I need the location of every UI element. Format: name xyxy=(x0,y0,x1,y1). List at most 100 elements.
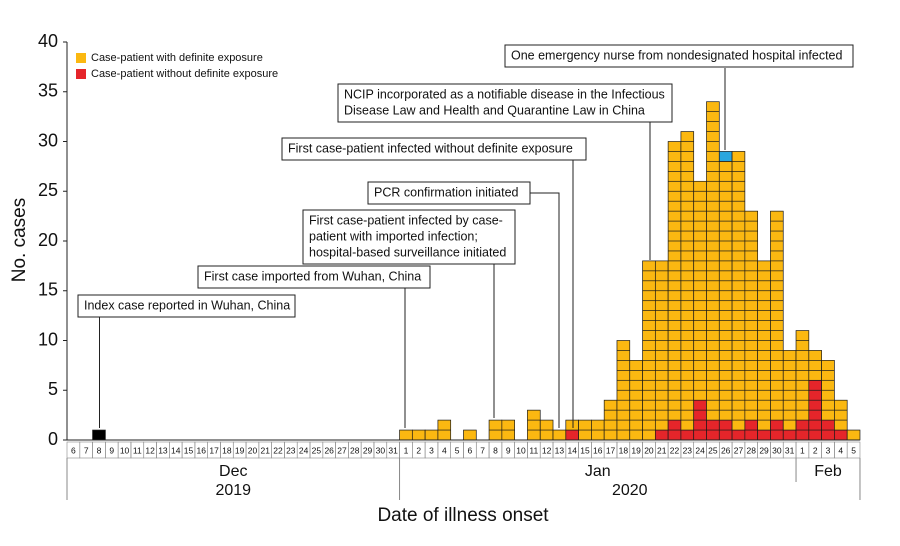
annotation-box xyxy=(367,181,531,205)
annotation-box xyxy=(77,294,296,318)
x-tick-label: 24 xyxy=(695,445,705,455)
annotation-text: patient with imported infection; xyxy=(309,229,478,243)
bar-segment xyxy=(680,429,695,441)
annotation-text: First case imported from Wuhan, China xyxy=(204,269,421,283)
legend-swatch xyxy=(76,69,86,79)
bar-segment xyxy=(527,409,541,441)
annotation-box xyxy=(337,83,673,123)
annotation-text: One emergency nurse from nondesignated h… xyxy=(511,48,842,62)
x-tick-label: 12 xyxy=(542,445,552,455)
bar-segment xyxy=(565,429,579,441)
x-tick-label: 28 xyxy=(350,445,360,455)
bar-segment xyxy=(463,429,477,441)
annotation-leader xyxy=(530,192,560,428)
month-label: Dec xyxy=(219,463,247,480)
legend-label: Case-patient without definite exposure xyxy=(91,68,278,80)
x-tick-label: 7 xyxy=(480,445,485,455)
x-tick-label: 18 xyxy=(619,445,629,455)
bar-segment xyxy=(565,419,579,431)
x-tick-label: 5 xyxy=(455,445,460,455)
bar-segment xyxy=(744,210,759,421)
x-tick-label: 10 xyxy=(120,445,130,455)
x-tick-label: 6 xyxy=(468,445,473,455)
x-tick-label: 8 xyxy=(493,445,498,455)
bar-segment xyxy=(795,330,810,421)
x-tick-label: 21 xyxy=(657,445,667,455)
x-tick-label: 25 xyxy=(312,445,322,455)
bar-segment xyxy=(552,429,567,441)
x-tick-label: 9 xyxy=(109,445,114,455)
annotation-text: PCR confirmation initiated xyxy=(374,185,519,199)
x-tick-label: 20 xyxy=(248,445,258,455)
x-tick-label: 21 xyxy=(261,445,271,455)
y-tick-label: 30 xyxy=(38,130,58,150)
x-tick-label: 22 xyxy=(670,445,680,455)
x-tick-label: 9 xyxy=(506,445,511,455)
annotation-text: Index case reported in Wuhan, China xyxy=(84,298,290,312)
x-tick-label: 29 xyxy=(759,445,769,455)
annotation-box xyxy=(504,44,854,68)
bar-segment xyxy=(654,260,669,431)
x-tick-label: 28 xyxy=(747,445,757,455)
bar-segment xyxy=(424,429,439,441)
x-tick-label: 19 xyxy=(235,445,245,455)
x-tick-label: 4 xyxy=(838,445,843,455)
annotation-box xyxy=(302,209,516,265)
x-tick-label: 29 xyxy=(363,445,373,455)
y-tick-label: 20 xyxy=(38,230,58,250)
x-tick-label: 15 xyxy=(184,445,194,455)
x-tick-label: 8 xyxy=(97,445,102,455)
y-tick-label: 40 xyxy=(38,31,58,51)
x-tick-label: 27 xyxy=(337,445,347,455)
bar-segment xyxy=(757,260,771,431)
x-tick-label: 18 xyxy=(222,445,232,455)
x-tick-label: 13 xyxy=(158,445,168,455)
x-tick-label: 14 xyxy=(171,445,181,455)
annotation-box xyxy=(281,137,587,161)
x-tick-label: 3 xyxy=(429,445,434,455)
annotation-text: hospital-based surveillance initiated xyxy=(309,245,506,259)
x-tick-label: 16 xyxy=(593,445,603,455)
day-cell xyxy=(846,441,861,459)
x-tick-label: 13 xyxy=(555,445,565,455)
x-tick-label: 15 xyxy=(580,445,590,455)
x-tick-label: 23 xyxy=(683,445,693,455)
bar-segment xyxy=(718,151,733,162)
bar-segment xyxy=(782,429,797,441)
x-tick-label: 6 xyxy=(71,445,76,455)
x-tick-label: 3 xyxy=(826,445,831,455)
x-tick-label: 31 xyxy=(388,445,398,455)
y-axis-title: No. cases xyxy=(9,198,30,282)
annotation-text: NCIP incorporated as a notifiable diseas… xyxy=(344,87,665,101)
bar-segment xyxy=(846,429,861,441)
x-tick-label: 22 xyxy=(273,445,283,455)
x-tick-label: 30 xyxy=(376,445,386,455)
x-tick-label: 7 xyxy=(84,445,89,455)
annotation-text: First case-patient infected without defi… xyxy=(288,141,573,155)
annotation-text: First case-patient infected by case- xyxy=(309,213,503,227)
x-tick-label: 1 xyxy=(800,445,805,455)
x-tick-label: 11 xyxy=(529,445,538,455)
bar-segment xyxy=(808,350,822,381)
year-label: 2020 xyxy=(612,482,648,499)
x-tick-label: 2 xyxy=(416,445,421,455)
x-axis-title: Date of illness onset xyxy=(377,505,549,526)
bar-segment xyxy=(654,429,669,441)
bar-segment xyxy=(731,429,746,441)
bar-segment xyxy=(399,429,413,441)
legend-label: Case-patient with definite exposure xyxy=(91,52,263,64)
y-tick-label: 10 xyxy=(38,329,58,349)
x-tick-label: 26 xyxy=(721,445,731,455)
x-tick-label: 23 xyxy=(286,445,296,455)
x-tick-label: 10 xyxy=(516,445,526,455)
x-tick-label: 2 xyxy=(813,445,818,455)
x-tick-label: 14 xyxy=(567,445,577,455)
x-tick-label: 5 xyxy=(851,445,856,455)
x-tick-label: 16 xyxy=(197,445,207,455)
x-tick-label: 17 xyxy=(606,445,616,455)
bar-segment xyxy=(92,429,106,441)
y-tick-label: 0 xyxy=(48,429,58,449)
annotation-box xyxy=(197,265,431,289)
x-tick-label: 12 xyxy=(145,445,155,455)
